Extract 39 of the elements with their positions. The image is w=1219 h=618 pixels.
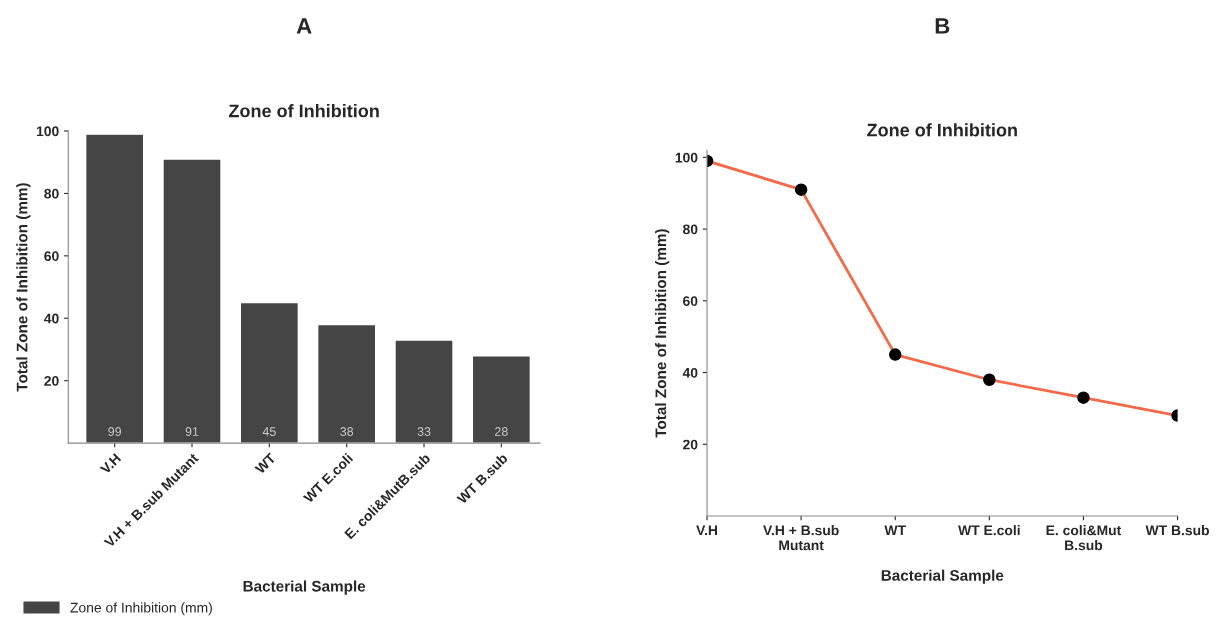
data-label: 33 <box>417 427 431 436</box>
legend-label: Zone of Inhibition (mm) <box>70 602 212 616</box>
x-tick-label: WT <box>254 452 277 475</box>
text: A <box>296 18 312 34</box>
y-tick-label: 40 <box>682 367 698 378</box>
chart-title: Zone of Inhibition <box>228 104 379 118</box>
data-label: 38 <box>340 427 354 436</box>
x-tick-label: V.H <box>99 453 122 475</box>
bar <box>84 133 145 444</box>
data-label: 45 <box>262 427 276 436</box>
y-axis-title: Total Zone of Inhibition (mm) <box>16 183 31 392</box>
chart-title: Zone of Inhibition <box>867 123 1017 137</box>
x-tick-label: E. coli&Mut B.sub <box>1046 525 1122 551</box>
text: B <box>935 18 950 34</box>
data-label: 99 <box>108 427 122 436</box>
x-tick-label: WT B.sub <box>1145 525 1209 536</box>
y-tick-label: 60 <box>44 251 59 262</box>
x-axis-title: Bacterial Sample <box>881 569 1004 584</box>
y-tick-label: 100 <box>675 152 698 163</box>
y-tick-label: 20 <box>44 376 59 386</box>
bar <box>471 355 532 444</box>
y-tick-label: 80 <box>682 224 698 235</box>
bar <box>316 323 377 444</box>
bar <box>394 339 454 444</box>
y-tick-label: 100 <box>36 126 59 137</box>
y-tick-label: 80 <box>44 188 59 199</box>
x-tick-label: V.H + B.sub Mutant <box>763 525 839 551</box>
x-tick-label: WT <box>884 525 906 536</box>
y-tick-label: 20 <box>683 439 698 450</box>
y-axis-title: Total Zone of Inhibition (mm) <box>655 229 670 438</box>
bar <box>239 301 300 444</box>
x-axis-title: Bacterial Sample <box>243 580 366 595</box>
data-label: 28 <box>495 427 508 436</box>
y-tick-label: 40 <box>44 313 59 324</box>
bar <box>162 158 222 444</box>
y-tick-label: 60 <box>683 296 698 306</box>
data-label: 91 <box>185 427 199 436</box>
x-tick-label: V.H <box>696 525 718 536</box>
x-tick-label: WT E.coli <box>958 525 1020 536</box>
